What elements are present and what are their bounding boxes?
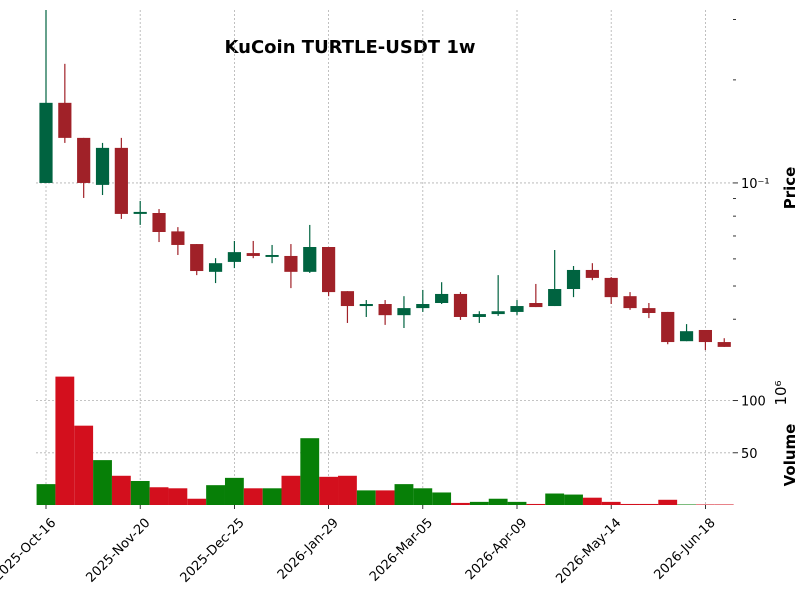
- volume-bar: [545, 493, 565, 505]
- candle-body: [717, 342, 731, 347]
- volume-bar: [224, 477, 244, 505]
- volume-bar: [601, 501, 621, 505]
- volume-bar: [394, 484, 414, 505]
- volume-bar: [206, 485, 225, 505]
- volume-bar: [582, 497, 602, 505]
- x-tick-label: 2025-Dec-25: [178, 516, 248, 586]
- candle-body: [416, 304, 430, 309]
- volume-bar: [564, 494, 583, 505]
- y-tick-label: 10⁻¹: [741, 177, 770, 192]
- candle-body: [491, 311, 505, 315]
- candle-body: [265, 254, 279, 257]
- candle-body: [152, 213, 166, 233]
- candle-body: [435, 293, 449, 304]
- chart-title: KuCoin TURTLE-USDT 1w: [225, 37, 476, 58]
- candle-body: [303, 247, 317, 272]
- volume-bar: [149, 487, 169, 505]
- volume-tick-label: 100: [741, 395, 766, 410]
- volume-bar: [187, 498, 207, 505]
- candle-body: [340, 291, 355, 307]
- candle-body: [642, 308, 656, 314]
- volume-bar: [300, 438, 320, 505]
- candle-body: [661, 311, 675, 343]
- volume-bar: [432, 492, 452, 505]
- volume-tick-label: 50: [741, 447, 758, 462]
- x-tick-label: 2025-Nov-20: [83, 516, 153, 586]
- volume-bar: [338, 475, 357, 505]
- volume-bar: [130, 480, 150, 505]
- volume-bar: [714, 504, 734, 505]
- x-tick-label: 2026-Jan-29: [275, 516, 342, 583]
- candle-body: [397, 308, 411, 316]
- candle-body: [566, 269, 581, 290]
- volume-bar: [677, 504, 696, 505]
- volume-bar: [620, 503, 640, 505]
- candle-body: [227, 252, 241, 262]
- volume-bar: [168, 488, 188, 505]
- volume-bar: [93, 460, 112, 505]
- volume-bar: [111, 475, 131, 505]
- y-axis-label: Price: [781, 167, 799, 210]
- candle-body: [585, 269, 599, 278]
- candle-body: [453, 293, 468, 317]
- volume-bar: [55, 376, 75, 505]
- x-tick-label: 2026-May-14: [553, 516, 624, 587]
- volume-bar: [639, 503, 659, 505]
- x-tick-label: 2026-Mar-05: [367, 516, 436, 585]
- volume-bar: [36, 484, 56, 505]
- candle-body: [604, 277, 618, 298]
- volume-axis-label: Volume: [781, 424, 799, 487]
- candle-body: [208, 263, 223, 272]
- volume-bar: [526, 503, 546, 505]
- x-tick-label: 2026-Jun-18: [651, 516, 718, 583]
- volume-bar: [469, 501, 489, 505]
- candle-body: [114, 147, 128, 214]
- candle-body: [39, 102, 53, 183]
- candle-body: [171, 231, 185, 245]
- volume-bar: [488, 498, 508, 505]
- candle-body: [548, 289, 562, 307]
- candle-body: [378, 304, 392, 316]
- candle-body: [322, 247, 336, 293]
- candle-body: [698, 329, 712, 343]
- volume-bar: [262, 488, 282, 505]
- candle-body: [58, 102, 72, 138]
- candle-body: [284, 255, 298, 272]
- volume-bar: [451, 502, 470, 505]
- volume-bar: [74, 425, 94, 505]
- volume-bar: [695, 504, 715, 505]
- candle-body: [623, 296, 637, 309]
- candle-body: [133, 211, 147, 214]
- volume-bar: [319, 476, 339, 505]
- candle-body: [77, 137, 91, 183]
- volume-bar: [507, 501, 527, 505]
- candle-body: [679, 331, 694, 342]
- candle-body: [359, 304, 373, 307]
- volume-bar: [375, 490, 395, 505]
- x-tick-label: 2026-Apr-09: [463, 516, 530, 583]
- volume-bar: [356, 490, 376, 505]
- volume-bar: [281, 475, 301, 505]
- x-tick-label: 2025-Oct-16: [0, 516, 59, 584]
- candle-body: [472, 314, 486, 317]
- candle-body: [510, 306, 524, 312]
- candle-body: [190, 244, 204, 272]
- volume-offset: 10⁶: [772, 380, 790, 405]
- volume-bar: [413, 488, 433, 505]
- candle-body: [246, 253, 260, 256]
- candle-body: [95, 147, 110, 185]
- volume-bar: [243, 488, 263, 505]
- candle-body: [529, 303, 543, 308]
- volume-bar: [658, 499, 678, 505]
